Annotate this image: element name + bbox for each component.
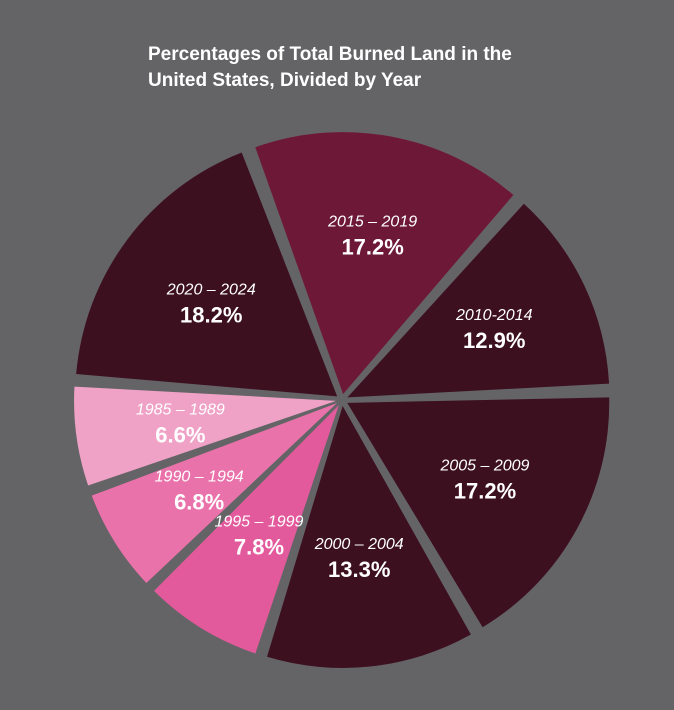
slice-year-label: 2015 – 2019 (327, 213, 417, 230)
pie-slice-2000-2004 (267, 405, 471, 668)
slice-year-label: 1985 – 1989 (136, 401, 225, 418)
chart-title: Percentages of Total Burned Land in the … (148, 42, 608, 94)
slice-percent-label: 17.2% (341, 234, 403, 259)
slice-percent-label: 18.2% (180, 302, 242, 327)
pie-slice-1995-1999 (154, 405, 339, 654)
slice-year-label: 2000 – 2004 (314, 536, 404, 553)
chart-title-line-1: Percentages of Total Burned Land in the (148, 44, 512, 65)
slice-year-label: 2020 – 2024 (166, 281, 256, 298)
pie-slice-2015-2019 (255, 132, 514, 395)
slice-year-label: 2005 – 2009 (439, 458, 529, 475)
slice-percent-label: 6.8% (174, 489, 224, 514)
pie-slice-1990-1994 (91, 403, 337, 583)
slice-year-label: 1995 – 1999 (214, 513, 303, 530)
pie-slice-2005-2009 (347, 397, 610, 628)
slice-percent-label: 17.2% (454, 479, 516, 504)
pie-slice-2010-2014 (347, 203, 610, 398)
pie-labels: 2020 – 2024 18.2% 2015 – 2019 17.2% 2010-201… (136, 213, 533, 582)
slice-year-label: 2010-2014 (455, 307, 533, 324)
slice-percent-label: 6.6% (155, 422, 205, 447)
slice-percent-label: 13.3% (328, 557, 390, 582)
pie-slice-1985-1989 (74, 386, 337, 486)
chart-title-line-2: United States, Divided by Year (148, 70, 422, 91)
pie-slices (74, 132, 610, 668)
slice-percent-label: 12.9% (463, 328, 525, 353)
slice-percent-label: 7.8% (234, 534, 284, 559)
pie-slice-2020-2024 (76, 152, 338, 397)
slice-year-label: 1990 – 1994 (155, 468, 244, 485)
